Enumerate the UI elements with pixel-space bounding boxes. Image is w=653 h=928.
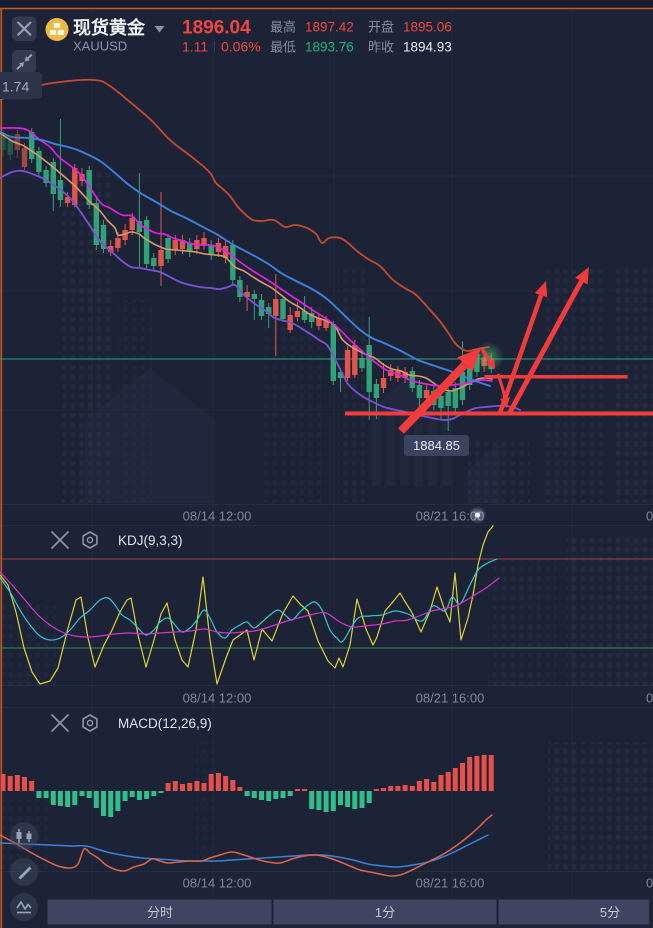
svg-text:08/14 12:00: 08/14 12:00 — [183, 509, 252, 524]
svg-text:XAUUSD: XAUUSD — [73, 39, 127, 54]
svg-text:08/14 12:00: 08/14 12:00 — [183, 691, 252, 706]
svg-text:1893.76: 1893.76 — [305, 40, 354, 55]
svg-text:最高: 最高 — [270, 20, 296, 35]
svg-text:开盘: 开盘 — [368, 20, 394, 35]
svg-text:1.74: 1.74 — [2, 79, 29, 95]
svg-text:1896.04: 1896.04 — [182, 18, 251, 39]
svg-text:昨收: 昨收 — [368, 40, 394, 55]
svg-text:08: 08 — [646, 691, 653, 706]
svg-text:08/21 16:00: 08/21 16:00 — [416, 691, 485, 706]
svg-text:1895.06: 1895.06 — [403, 20, 452, 35]
svg-text:分时: 分时 — [147, 905, 173, 920]
svg-text:08: 08 — [646, 509, 653, 524]
svg-text:现货黄金: 现货黄金 — [73, 17, 146, 38]
svg-text:08/14 12:00: 08/14 12:00 — [183, 876, 252, 891]
svg-text:08: 08 — [646, 876, 653, 891]
svg-text:1884.85: 1884.85 — [413, 438, 460, 453]
svg-text:最低: 最低 — [270, 40, 296, 55]
svg-text:1894.93: 1894.93 — [403, 40, 452, 55]
svg-text:1分: 1分 — [375, 905, 395, 920]
svg-text:KDJ(9,3,3): KDJ(9,3,3) — [118, 533, 183, 548]
svg-text:1897.42: 1897.42 — [305, 20, 354, 35]
svg-text:08/21 16:00: 08/21 16:00 — [416, 876, 485, 891]
svg-text:1.11: 1.11 — [182, 39, 208, 55]
svg-text:0.06%: 0.06% — [221, 39, 261, 55]
svg-text:MACD(12,26,9): MACD(12,26,9) — [118, 716, 212, 731]
svg-text:5分: 5分 — [600, 905, 620, 920]
svg-text:08/21 16:00: 08/21 16:00 — [416, 509, 485, 524]
